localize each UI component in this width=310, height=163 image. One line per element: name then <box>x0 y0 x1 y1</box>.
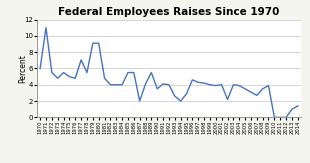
Y-axis label: Percent: Percent <box>18 54 27 83</box>
Title: Federal Employees Raises Since 1970: Federal Employees Raises Since 1970 <box>58 7 280 17</box>
